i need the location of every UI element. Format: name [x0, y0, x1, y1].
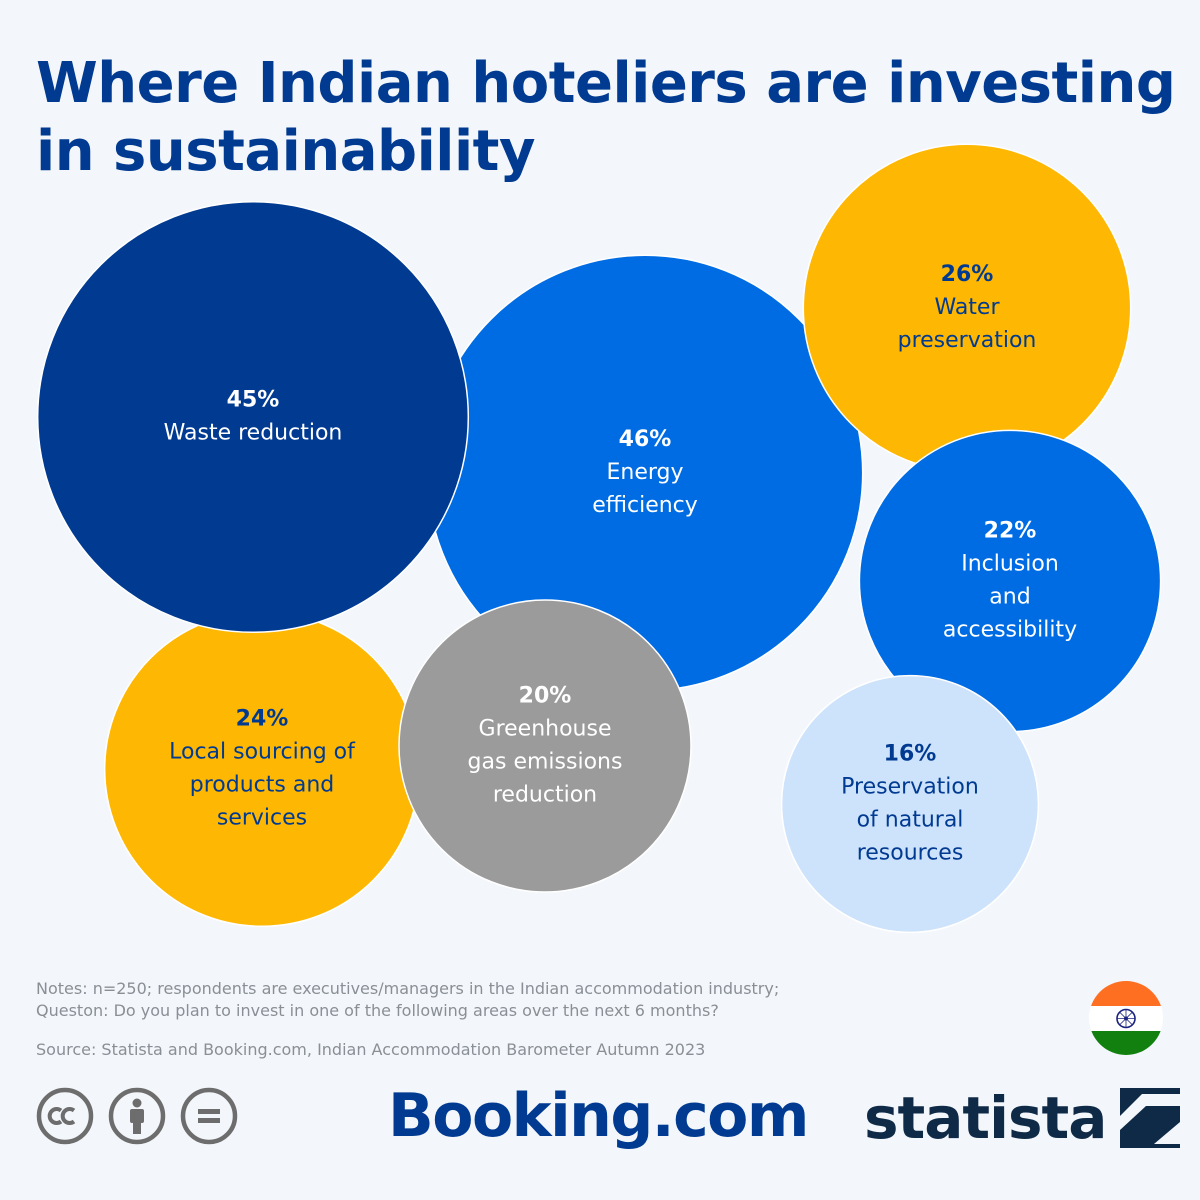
booking-logo: Booking.com [388, 1081, 809, 1151]
bubble-category-label: Preservation [841, 775, 979, 800]
creative-commons-icon [36, 1087, 94, 1145]
bubble-category-label: Water [934, 295, 1000, 320]
bubble-category-label: Greenhouse [479, 717, 612, 742]
bubble-category-label: Local sourcing of [169, 740, 356, 765]
bubble-local-sourcing-of-products-and-services [103, 610, 421, 928]
bubble-category-label: resources [857, 841, 964, 866]
bubble-category-label: and [989, 585, 1030, 610]
bubble-value-label: 46% [619, 427, 672, 452]
chart-notes: Notes: n=250; respondents are executives… [36, 978, 1056, 1022]
bubble-greenhouse-gas-emissions-reduction [398, 599, 692, 893]
bubble-category-label: reduction [493, 783, 597, 808]
license-icons [36, 1087, 238, 1145]
bubble-chart: 24% Local sourcing of products and services… [36, 143, 1162, 934]
india-flag-icon [1089, 981, 1163, 1055]
statista-mark-icon [1120, 1088, 1181, 1148]
bubble-category-label: Inclusion [961, 552, 1059, 577]
bubble-category-label: efficiency [592, 493, 698, 518]
statista-logo: statista [864, 1084, 1181, 1152]
bubble-category-label: services [217, 806, 307, 831]
bubble-value-label: 26% [941, 262, 994, 287]
bubble-category-label: Waste reduction [164, 421, 343, 446]
bubble-category-label: accessibility [943, 618, 1077, 643]
notes-line: Notes: n=250; respondents are executives… [36, 979, 780, 998]
bubble-preservation-of-natural-resources [780, 674, 1040, 934]
notes-line: Queston: Do you plan to invest in one of… [36, 1001, 719, 1020]
statista-wordmark: statista [864, 1084, 1107, 1152]
bubble-value-label: 24% [236, 707, 289, 732]
bubble-category-label: preservation [898, 328, 1037, 353]
bubble-category-label: gas emissions [468, 750, 623, 775]
chart-title: Where Indian hoteliers are investing in … [36, 51, 1176, 184]
bubble-waste-reduction [36, 200, 470, 634]
attribution-icon [108, 1087, 166, 1145]
no-derivatives-icon [180, 1087, 238, 1145]
bubble-category-label: of natural [857, 808, 964, 833]
bubble-category-label: Energy [606, 460, 683, 485]
bubble-category-label: products and [190, 773, 334, 798]
bubble-value-label: 22% [984, 519, 1037, 544]
chart-source: Source: Statista and Booking.com, Indian… [36, 1040, 706, 1059]
bubble-value-label: 16% [884, 742, 937, 767]
bubble-value-label: 20% [519, 684, 572, 709]
bubble-value-label: 45% [227, 388, 280, 413]
